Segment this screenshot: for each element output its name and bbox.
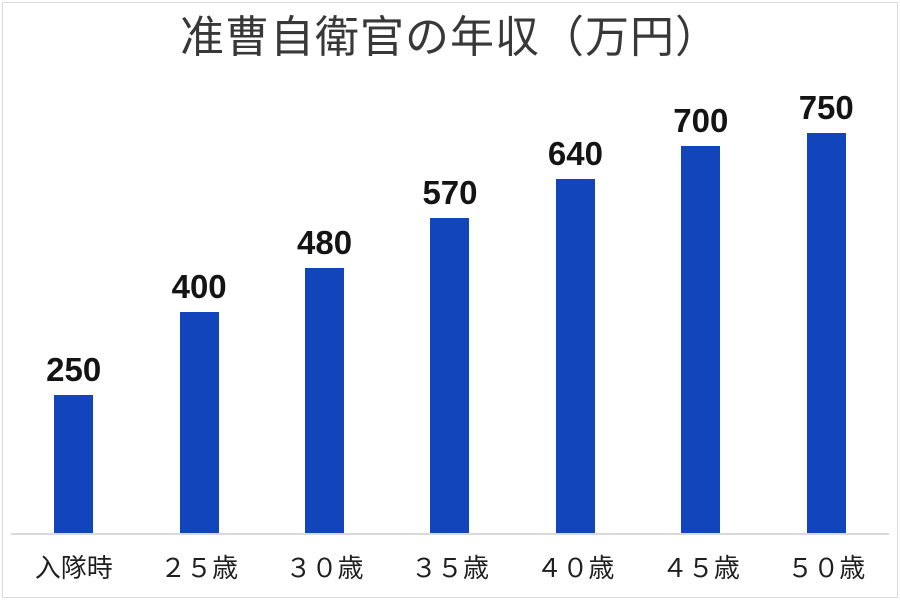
- chart-title: 准曹自衛官の年収（万円）: [180, 13, 720, 62]
- x-axis-label: ４５歳: [661, 552, 740, 583]
- bar: [430, 218, 470, 533]
- bar-value-label: 640: [547, 135, 603, 172]
- bar-column: 570: [387, 91, 512, 533]
- bar-value-label: 250: [46, 351, 102, 388]
- bar-column: 480: [262, 91, 387, 533]
- bar: [555, 179, 595, 533]
- bar: [179, 312, 219, 533]
- bar-value-label: 700: [673, 102, 729, 139]
- bar: [806, 133, 846, 533]
- bar: [305, 268, 345, 533]
- bar-column: 700: [638, 91, 763, 533]
- x-axis-label: ３５歳: [410, 552, 489, 583]
- bar-value-label: 570: [422, 174, 478, 211]
- x-axis-label: ３０歳: [285, 552, 364, 583]
- x-axis-label: ４０歳: [536, 552, 615, 583]
- plot-area: 250 400 480 570 640 700 750: [11, 91, 889, 535]
- bar-value-label: 750: [798, 89, 854, 126]
- x-axis-label: 入隊時: [34, 552, 113, 583]
- bar-column: 250: [11, 91, 136, 533]
- x-axis-label: ２５歳: [160, 552, 239, 583]
- bar-value-label: 480: [297, 224, 353, 261]
- bar: [54, 395, 94, 533]
- bar-column: 640: [513, 91, 638, 533]
- bar-column: 400: [136, 91, 261, 533]
- x-axis-label: ５０歳: [787, 552, 866, 583]
- x-axis-labels: 入隊時 ２５歳 ３０歳 ３５歳 ４０歳 ４５歳 ５０歳: [11, 535, 889, 587]
- bar-value-label: 400: [171, 268, 227, 305]
- bar-column: 750: [764, 91, 889, 533]
- bar: [681, 146, 721, 533]
